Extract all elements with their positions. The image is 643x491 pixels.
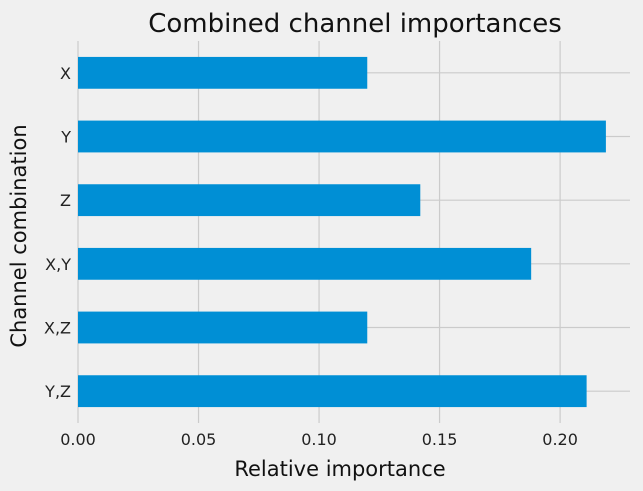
y-axis-label: Channel combination bbox=[7, 124, 31, 347]
y-tick-label: X,Z bbox=[44, 319, 71, 338]
y-tick-labels: X Y Z X,Y X,Z Y,Z bbox=[44, 64, 71, 401]
x-tick-label: 0.15 bbox=[422, 430, 458, 449]
y-tick-label: X bbox=[60, 64, 71, 83]
bar-x-z bbox=[78, 311, 368, 344]
chart-title: Combined channel importances bbox=[148, 9, 562, 39]
bars bbox=[78, 56, 606, 408]
bar-x-y bbox=[78, 247, 532, 280]
x-tick-label: 0.20 bbox=[542, 430, 578, 449]
x-axis-label: Relative importance bbox=[234, 457, 445, 481]
x-tick-labels: 0.00 0.05 0.10 0.15 0.20 bbox=[60, 430, 578, 449]
bar-y bbox=[78, 120, 606, 153]
x-tick-label: 0.10 bbox=[301, 430, 337, 449]
bar-y-z bbox=[78, 375, 587, 408]
bar-z bbox=[78, 184, 421, 217]
y-tick-label: Z bbox=[60, 191, 71, 210]
x-tick-label: 0.05 bbox=[181, 430, 217, 449]
bar-x bbox=[78, 56, 368, 89]
grid-lines bbox=[77, 41, 630, 423]
y-tick-label: Y,Z bbox=[44, 382, 71, 401]
y-tick-label: X,Y bbox=[45, 255, 71, 274]
x-tick-label: 0.00 bbox=[60, 430, 96, 449]
y-tick-label: Y bbox=[60, 128, 71, 147]
